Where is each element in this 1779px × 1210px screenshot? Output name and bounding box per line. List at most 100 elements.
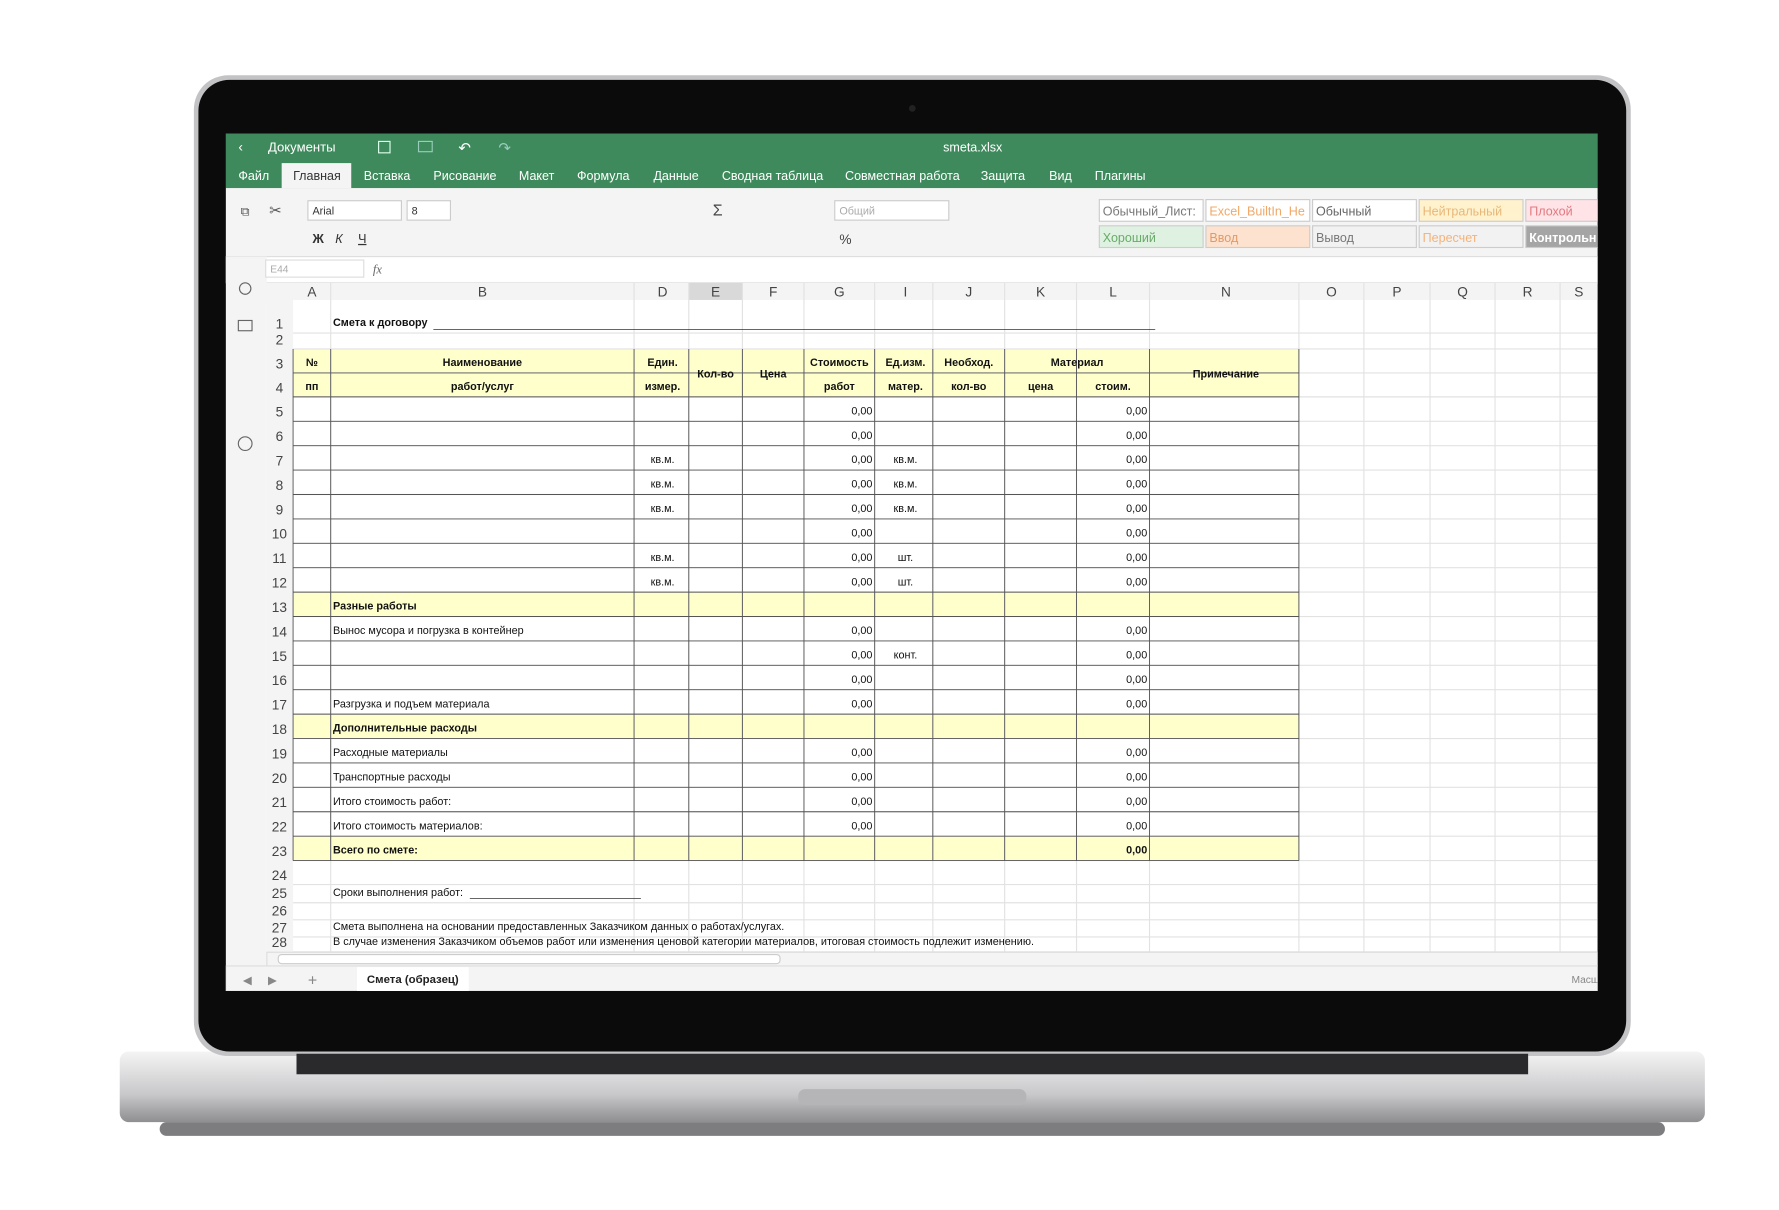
formula-bar	[225, 256, 1598, 284]
font-name[interactable]: Arial	[312, 205, 334, 217]
info-icon[interactable]	[237, 436, 253, 452]
zoom-label[interactable]: Масштаб	[1571, 974, 1615, 986]
style-swatch[interactable]	[1205, 199, 1311, 222]
format-box[interactable]	[834, 200, 950, 221]
cell-text: Материал	[1051, 357, 1104, 369]
back-arrow[interactable]: ‹	[238, 140, 243, 155]
cell-text: шт.	[898, 552, 913, 564]
cell-text: Вынос мусора и погрузка в контейнер	[333, 625, 524, 637]
undo-icon[interactable]: ↶	[458, 141, 470, 157]
cell-text: 0,00	[1126, 527, 1147, 539]
menu-tab[interactable]: Вставка	[364, 169, 411, 183]
prev-sheet[interactable]: ◀	[243, 975, 252, 987]
style-swatch[interactable]	[1312, 225, 1417, 249]
column-header: R	[1523, 285, 1533, 300]
row-number: 23	[272, 844, 287, 859]
cell-text: Ед.изм.	[886, 357, 926, 369]
cell-text: 0,00	[1126, 845, 1147, 857]
h-scroll-thumb[interactable]	[277, 953, 781, 965]
style-swatch[interactable]	[1205, 225, 1311, 249]
print-icon[interactable]	[417, 140, 433, 153]
menu-tab[interactable]: Файл	[238, 169, 269, 183]
cell-text: Всего по смете:	[333, 845, 418, 857]
cell-text: Примечание	[1193, 368, 1259, 380]
style-name[interactable]: Ввод	[1209, 231, 1239, 245]
row-number: 11	[272, 551, 286, 566]
cell-text: 0,00	[1126, 747, 1147, 759]
style-name[interactable]: Excel_BuiltIn_He	[1209, 205, 1304, 219]
cell-text: Итого стоимость работ:	[333, 796, 451, 808]
menu-tab[interactable]: Главная	[293, 169, 341, 183]
style-name[interactable]: Вывод	[1316, 231, 1355, 245]
cell-text: В случае изменения Заказчиком объемов ра…	[333, 936, 1034, 948]
style-swatch[interactable]	[1525, 225, 1630, 249]
format-button[interactable]: Ч	[358, 232, 366, 246]
cell-text: 0,00	[851, 454, 872, 466]
number-format[interactable]: Общий	[839, 205, 875, 217]
font-box[interactable]	[307, 200, 402, 221]
cell-text: 0,00	[1126, 576, 1147, 588]
cell-text: 0,00	[851, 405, 872, 417]
format-button[interactable]: Ж	[311, 232, 324, 246]
cell-text: цена	[1028, 381, 1054, 393]
cell-text: 0,00	[1126, 796, 1147, 808]
menu-tab[interactable]: Плагины	[1095, 169, 1146, 183]
font-size[interactable]: 8	[412, 205, 418, 217]
column-header: N	[1221, 285, 1231, 300]
redo-icon[interactable]: ↷	[498, 141, 511, 157]
header-fill	[293, 836, 1299, 861]
style-name[interactable]: Хороший	[1103, 231, 1156, 245]
cell-reference[interactable]: E44	[270, 265, 289, 276]
style-swatch[interactable]	[1418, 225, 1524, 249]
search-icon[interactable]	[238, 282, 252, 295]
style-name[interactable]: Плохой	[1529, 205, 1572, 219]
percent-button[interactable]: %	[839, 232, 851, 247]
sheet-tab[interactable]: Смета (образец)	[367, 974, 459, 986]
menu-tab[interactable]: Сводная таблица	[722, 169, 823, 183]
cell-text: 0,00	[851, 698, 872, 710]
style-swatch[interactable]	[1525, 199, 1630, 222]
name-box[interactable]	[265, 259, 365, 278]
style-swatch[interactable]	[1312, 199, 1417, 222]
cell-text: Транспортные расходы	[333, 772, 451, 784]
next-sheet[interactable]: ▶	[268, 975, 277, 987]
column-header: K	[1036, 285, 1045, 300]
column-header: F	[769, 285, 777, 300]
row-number: 18	[272, 722, 288, 737]
add-sheet[interactable]: +	[308, 972, 317, 989]
cell-text: Сроки выполнения работ:	[333, 887, 463, 899]
style-name[interactable]: Обычный	[1316, 205, 1371, 219]
cell-text: работ	[824, 381, 855, 393]
menu-tab[interactable]: Совместная работа	[845, 169, 960, 183]
sum-button[interactable]: Σ	[713, 203, 723, 220]
style-name[interactable]: Контрольн	[1529, 231, 1596, 245]
menu-tab[interactable]: Защита	[981, 169, 1025, 183]
menu-tab[interactable]: Вид	[1049, 169, 1072, 183]
cell-text: 0,00	[1126, 454, 1147, 466]
style-swatch[interactable]	[1098, 225, 1204, 249]
cell-text: Расходные материалы	[333, 747, 448, 759]
row-number: 16	[272, 673, 287, 688]
save-icon[interactable]	[378, 140, 391, 154]
column-header: A	[307, 285, 317, 300]
style-name[interactable]: Обычный_Лист:	[1103, 205, 1196, 219]
menu-tab[interactable]: Рисование	[433, 169, 496, 183]
active-tab-bg	[281, 163, 352, 189]
cell-text: Дополнительные расходы	[333, 723, 477, 735]
size-box[interactable]	[406, 200, 452, 221]
comment-icon[interactable]	[237, 319, 253, 332]
copy-icon[interactable]: ⧉	[241, 205, 250, 219]
cell-text: 0,00	[1126, 674, 1147, 686]
style-swatch[interactable]	[1418, 199, 1524, 222]
menu-tab[interactable]: Данные	[653, 169, 698, 183]
menu-tab[interactable]: Формула	[577, 169, 630, 183]
menu-tab[interactable]: Макет	[519, 169, 555, 183]
back-link[interactable]: Документы	[268, 140, 336, 155]
cut-icon[interactable]: ✂	[269, 204, 281, 220]
format-button[interactable]: К	[335, 232, 343, 246]
row-number: 5	[276, 405, 284, 420]
style-name[interactable]: Нейтральный	[1423, 205, 1502, 219]
style-name[interactable]: Пересчет	[1423, 231, 1478, 245]
style-swatch[interactable]	[1098, 199, 1204, 222]
cell-text: Стоимость	[810, 357, 869, 369]
